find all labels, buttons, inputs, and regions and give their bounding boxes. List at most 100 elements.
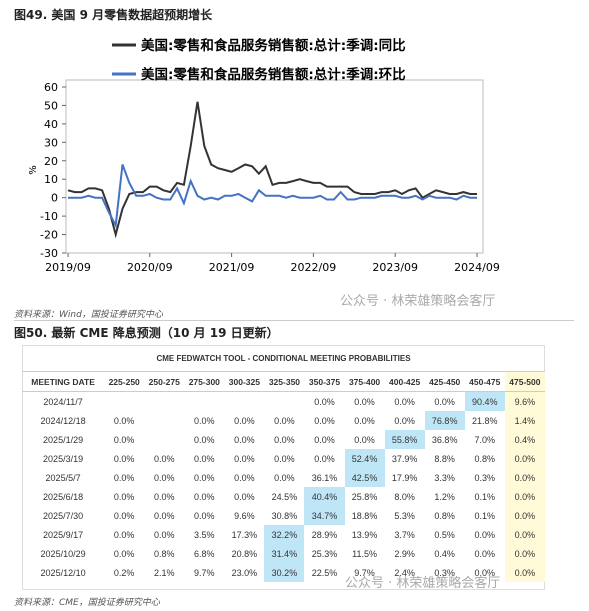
probability-cell: 0.5%: [434, 529, 455, 540]
probability-cell: 0.0%: [314, 415, 335, 426]
probability-cell: 0.0%: [274, 415, 295, 426]
probability-cell: 0.0%: [504, 506, 545, 525]
probability-cell: 36.8%: [431, 434, 458, 445]
meeting-date: 2025/3/19: [43, 453, 84, 464]
probability-cell: 0.0%: [274, 434, 295, 445]
probability-cell: 0.8%: [153, 548, 175, 559]
series-line: [68, 164, 477, 229]
probability-cell: 0.0%: [153, 510, 175, 521]
probability-cell: 9.7%: [354, 567, 375, 578]
x-tick-label: 2024/09: [454, 261, 500, 274]
probability-cell: 0.0%: [153, 491, 175, 502]
probability-cell: 8.0%: [394, 491, 415, 502]
probability-cell: 0.4%: [504, 430, 545, 449]
probability-cell: 0.0%: [153, 472, 175, 483]
probability-cell: 0.0%: [234, 434, 255, 445]
y-tick-label: -20: [40, 229, 58, 242]
x-tick-label: 2019/09: [45, 261, 91, 274]
probability-cell: 0.0%: [234, 491, 255, 502]
source-note: 资料来源：Wind，国投证券研究中心: [14, 310, 163, 320]
probability-cell: 0.0%: [194, 453, 215, 464]
table-row: 2024/11/7 0.0% 0.0% 0.0% 0.0% 90.4% 9.6%: [22, 391, 545, 412]
y-tick-label: -30: [40, 247, 58, 260]
meeting-date: 2025/1/29: [43, 434, 84, 445]
y-tick-label: 10: [44, 173, 58, 186]
probability-cell: 0.0%: [474, 529, 495, 540]
probability-cell: 18.8%: [351, 510, 378, 521]
column-header: 300-325: [224, 371, 265, 392]
probability-cell: 0.0%: [394, 396, 415, 407]
probability-cell: 2.1%: [153, 567, 175, 578]
probability-cell: 9.7%: [194, 567, 215, 578]
probability-cell: 24.5%: [271, 491, 298, 502]
column-header: 225-250: [104, 371, 145, 392]
x-tick-label: 2022/09: [291, 261, 337, 274]
y-tick-label: 0: [51, 192, 58, 205]
y-tick-label: -10: [40, 210, 58, 223]
probability-cell: 2.9%: [394, 548, 415, 559]
probability-cell: 0.0%: [504, 563, 545, 582]
watermark: 公众号 · 林荣雄策略会客厅: [340, 294, 496, 309]
probability-cell: 0.0%: [314, 453, 335, 464]
x-tick-label: 2020/09: [127, 261, 173, 274]
probability-cell: 30.2%: [264, 563, 305, 582]
source-note: 资料来源：CME，国投证券研究中心: [14, 598, 160, 608]
probability-cell: [104, 392, 144, 412]
y-tick-label: 60: [44, 81, 58, 94]
probability-cell: 32.2%: [264, 525, 305, 544]
column-header: 475-500: [504, 371, 545, 392]
meeting-date: 2025/9/17: [43, 529, 84, 540]
probability-cell: 30.8%: [271, 510, 298, 521]
probability-cell: 17.9%: [391, 472, 418, 483]
probability-cell: 40.4%: [304, 487, 345, 506]
probability-cell: 0.0%: [474, 548, 495, 559]
probability-cell: 28.9%: [311, 529, 338, 540]
probability-cell: 17.3%: [231, 529, 258, 540]
probability-cell: 90.4%: [464, 391, 505, 411]
plot-frame: [65, 79, 484, 254]
probability-cell: [264, 392, 304, 412]
probability-cell: 9.6%: [234, 510, 255, 521]
column-header: 450-475: [464, 371, 505, 392]
table-row: 2025/5/7 0.0% 0.0% 0.0% 0.0% 0.0% 36.1% 42.5% 17…: [22, 468, 545, 487]
meeting-date: 2025/6/18: [43, 491, 84, 502]
table-row: 2025/6/18 0.0% 0.0% 0.0% 0.0% 24.5% 40.4% 25.8%…: [22, 487, 545, 506]
y-tick-label: 20: [44, 155, 58, 168]
probability-cell: 0.0%: [354, 415, 375, 426]
probability-cell: 0.0%: [194, 491, 215, 502]
table-row: 2025/10/29 0.0% 0.8% 6.8% 20.8% 31.4% 25.3% 11.…: [22, 544, 545, 563]
probability-cell: 0.3%: [474, 472, 495, 483]
probability-cell: 0.1%: [474, 510, 495, 521]
probability-cell: 52.4%: [344, 449, 385, 468]
probability-cell: 0.0%: [504, 487, 545, 506]
probability-cell: 25.8%: [351, 491, 378, 502]
probability-cell: 3.3%: [434, 472, 455, 483]
probability-cell: 31.4%: [264, 544, 305, 563]
probability-cell: 0.0%: [274, 453, 295, 464]
probability-cell: 13.9%: [351, 529, 378, 540]
probability-cell: 0.4%: [434, 548, 455, 559]
probability-cell: 7.0%: [474, 434, 495, 445]
probability-cell: 20.8%: [231, 548, 258, 559]
probability-cell: 0.0%: [504, 468, 545, 487]
meeting-date: 2025/12/10: [40, 567, 86, 578]
probability-cell: 0.0%: [113, 491, 135, 502]
meeting-date: 2024/12/18: [40, 415, 86, 426]
probability-cell: 0.0%: [314, 434, 335, 445]
probability-cell: 0.0%: [113, 510, 135, 521]
probability-cell: 5.3%: [394, 510, 415, 521]
figure-title: 图50. 最新 CME 降息预测（10 月 19 日更新）: [14, 326, 279, 340]
y-tick-label: 30: [44, 136, 58, 149]
probability-cell: 21.8%: [471, 415, 498, 426]
probability-cell: 0.0%: [354, 396, 375, 407]
probability-cell: 0.0%: [194, 434, 215, 445]
probability-cell: 1.4%: [504, 411, 545, 430]
probability-cell: 0.3%: [434, 567, 455, 578]
column-header: 275-300: [184, 371, 225, 392]
table-row: 2025/12/10 0.2% 2.1% 9.7% 23.0% 30.2% 22.5% 9.7…: [22, 563, 545, 582]
probability-cell: 0.0%: [113, 415, 135, 426]
column-header: 400-425: [384, 371, 425, 392]
probability-cell: 0.0%: [434, 396, 455, 407]
probability-cell: [184, 392, 224, 412]
